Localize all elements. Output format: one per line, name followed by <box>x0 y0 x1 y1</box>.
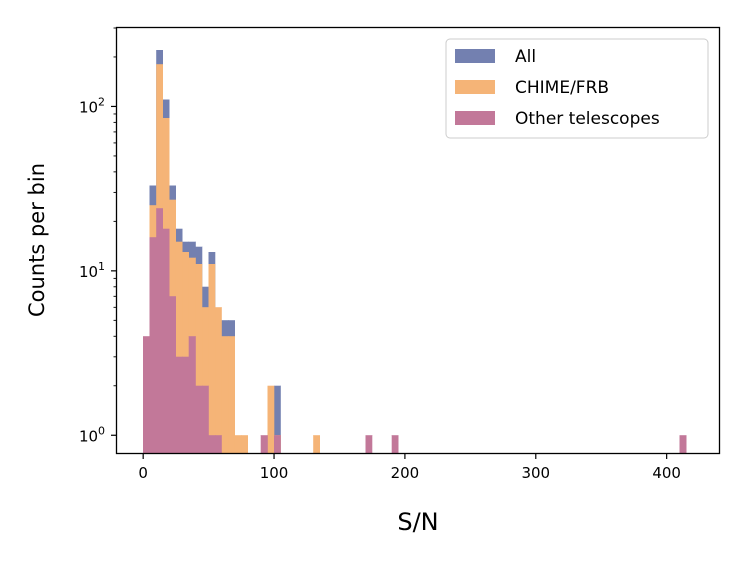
histogram-bar <box>679 435 687 454</box>
histogram-bar <box>149 237 157 454</box>
histogram-bar <box>391 435 399 454</box>
legend-swatch <box>455 80 495 94</box>
histogram-bar <box>215 307 222 454</box>
histogram-bar <box>188 336 196 454</box>
histogram-bar <box>365 435 373 454</box>
histogram-bar <box>143 336 150 454</box>
histogram-bar <box>313 435 320 454</box>
histogram-bar <box>175 356 183 454</box>
x-axis: 0 100 200 300 400 <box>138 453 681 482</box>
histogram-bar <box>182 356 190 454</box>
x-tick-label: 100 <box>260 464 289 482</box>
histogram-bar <box>162 228 170 454</box>
legend-box <box>445 38 709 139</box>
histogram-bar <box>208 263 216 454</box>
histogram-bar <box>241 435 249 454</box>
x-tick-label: 300 <box>521 464 550 482</box>
histogram-bar <box>208 435 216 454</box>
histogram-bar <box>273 435 281 454</box>
y-tick-label: 100 <box>79 424 105 445</box>
series-other-telescopes <box>143 208 687 454</box>
histogram-bar <box>215 435 222 454</box>
legend-label: All <box>515 47 536 67</box>
histogram-bar <box>228 336 235 454</box>
x-tick-label: 200 <box>391 464 420 482</box>
histogram-bar <box>234 435 242 454</box>
legend-label: Other telescopes <box>515 109 660 129</box>
x-tick-label: 400 <box>652 464 681 482</box>
histogram-bar <box>156 208 163 454</box>
y-axis-label: Counts per bin <box>25 163 49 317</box>
histogram-bar <box>221 336 229 454</box>
histogram-bar <box>195 385 203 454</box>
histogram-bar <box>260 435 268 454</box>
plot-frame <box>115 26 721 455</box>
y-tick-label: 101 <box>79 260 105 281</box>
y-axis: 100 101 102 <box>79 27 117 445</box>
x-axis-label: S/N <box>397 508 438 536</box>
legend-swatch <box>455 111 495 125</box>
x-tick-label: 0 <box>138 464 148 482</box>
bars-layer <box>143 49 687 454</box>
legend-label: CHIME/FRB <box>515 78 609 98</box>
y-tick-label: 102 <box>79 95 105 116</box>
legend-swatch <box>455 49 495 63</box>
histogram-bar <box>267 385 275 454</box>
legend: All CHIME/FRB Other telescopes <box>445 38 709 139</box>
histogram-bar <box>169 296 177 454</box>
histogram-bar <box>201 385 209 454</box>
